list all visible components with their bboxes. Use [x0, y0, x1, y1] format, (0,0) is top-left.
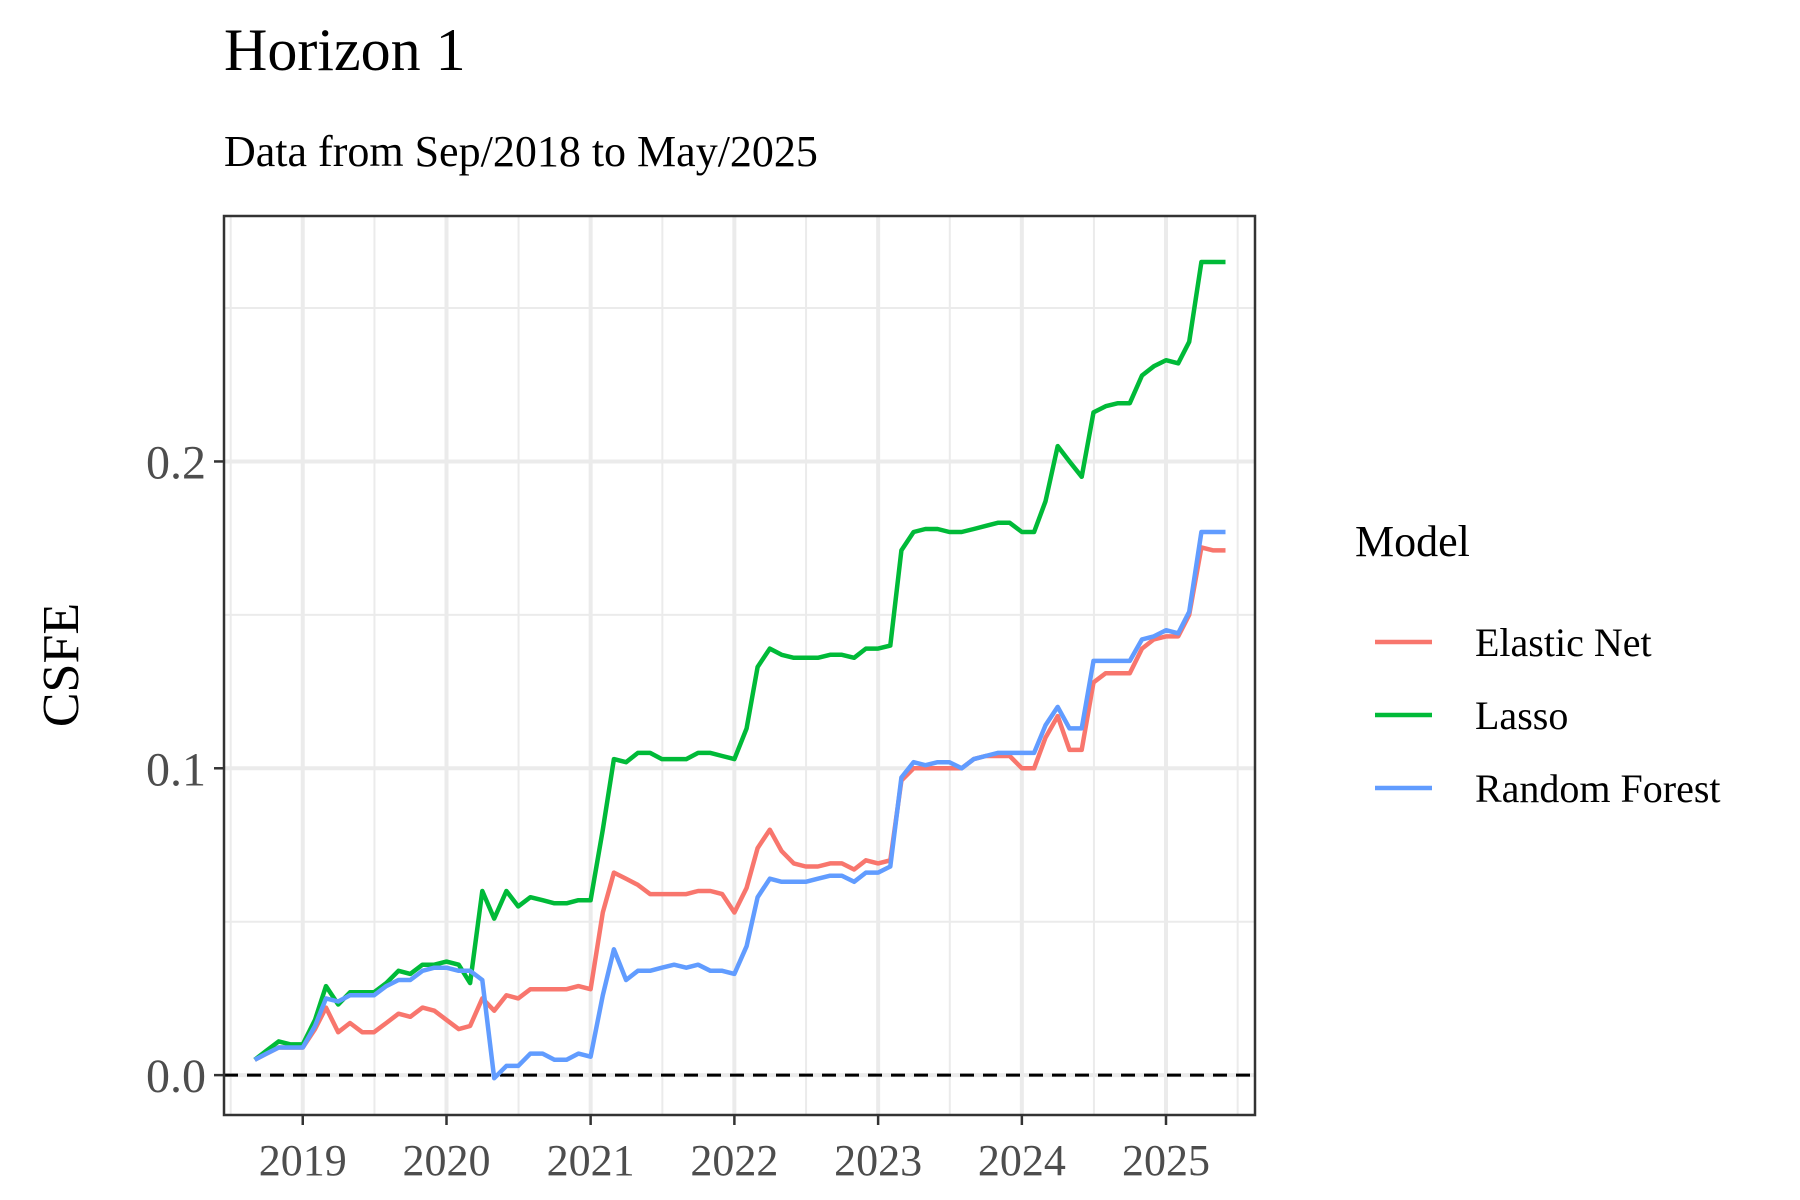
plot-area: 0.0 0.1 0.2 2019 2020 2021 2022 2023 2024 2025 [146, 214, 1257, 1185]
series-line-elastic-net [253, 545, 1226, 1062]
x-tick-label: 2022 [690, 1136, 778, 1185]
x-tick-label: 2020 [403, 1136, 491, 1185]
x-tick-label: 2019 [259, 1136, 347, 1185]
y-tick-label: 0.0 [146, 1050, 206, 1103]
legend-label: Lasso [1475, 693, 1568, 738]
legend-title: Model [1355, 517, 1470, 566]
chart-subtitle: Data from Sep/2018 to May/2025 [224, 127, 818, 176]
legend: Model Elastic Net Lasso Random Forest [1355, 517, 1721, 811]
y-axis-title: CSFE [33, 603, 90, 727]
y-tick-label: 0.1 [146, 743, 206, 796]
legend-label: Random Forest [1475, 766, 1721, 811]
chart-title: Horizon 1 [224, 17, 466, 83]
x-tick-label: 2021 [547, 1136, 635, 1185]
series-line-lasso [253, 259, 1226, 1062]
y-tick-label: 0.2 [146, 436, 206, 489]
legend-label: Elastic Net [1475, 620, 1652, 665]
plot-panel [224, 216, 1255, 1115]
x-tick-label: 2024 [978, 1136, 1066, 1185]
legend-items: Elastic Net Lasso Random Forest [1375, 620, 1721, 811]
x-tick-label: 2023 [834, 1136, 922, 1185]
series-line-random-forest [253, 529, 1226, 1081]
plot-border [222, 214, 1257, 1117]
x-tick-label: 2025 [1122, 1136, 1210, 1185]
